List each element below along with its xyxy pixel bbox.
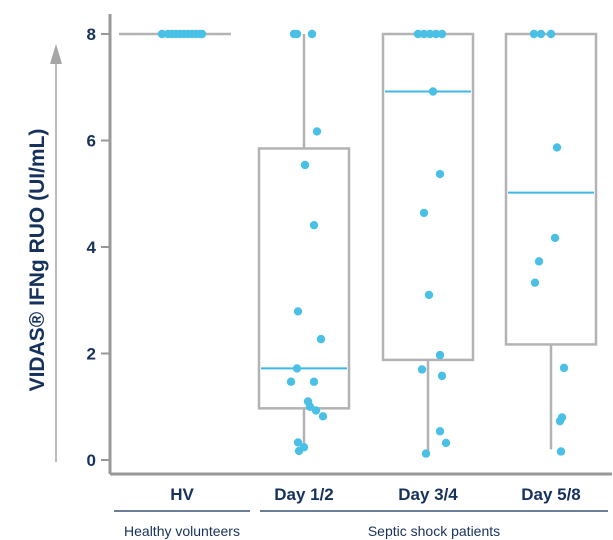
boxes xyxy=(119,32,598,454)
y-arrow-head xyxy=(50,44,62,64)
category-labels: HV Day 1/2 Day 3/4 Day 5/8 Healthy volunteer… xyxy=(114,485,608,539)
box-1 xyxy=(257,34,351,450)
points-0 xyxy=(157,29,207,39)
y-tick-label: 6 xyxy=(87,132,96,151)
data-point xyxy=(419,208,429,218)
data-point xyxy=(421,449,431,458)
data-point xyxy=(529,29,539,39)
data-point xyxy=(424,290,434,300)
data-point xyxy=(435,350,445,360)
data-point xyxy=(425,29,435,39)
data-point xyxy=(559,363,569,373)
data-point xyxy=(157,29,167,39)
y-tick-label: 8 xyxy=(87,25,96,44)
points-1 xyxy=(286,29,328,456)
data-point xyxy=(437,29,447,39)
category-label: HV xyxy=(170,485,194,504)
axes: 0 2 4 6 8 xyxy=(50,14,612,476)
box-2 xyxy=(381,32,475,454)
group-label: Healthy volunteers xyxy=(124,523,240,539)
box-3 xyxy=(504,32,598,450)
data-point xyxy=(534,257,544,266)
y-tick-label: 2 xyxy=(87,345,96,364)
data-point xyxy=(294,446,304,456)
data-point xyxy=(536,29,546,39)
y-axis-label: VIDAS® IFNg RUO (UI/mL) xyxy=(26,129,49,392)
data-point xyxy=(318,412,328,421)
category-label: Day 3/4 xyxy=(398,485,458,504)
data-point xyxy=(552,143,562,152)
data-point xyxy=(419,29,429,39)
data-points xyxy=(157,29,569,458)
data-point xyxy=(435,427,445,436)
data-point xyxy=(413,29,423,39)
data-point xyxy=(311,406,321,415)
y-tick-label: 4 xyxy=(87,238,97,257)
data-point xyxy=(293,307,303,316)
data-point xyxy=(530,278,540,287)
data-point xyxy=(309,377,319,386)
points-3 xyxy=(529,29,569,456)
data-point xyxy=(300,160,310,170)
category-label: Day 5/8 xyxy=(521,485,581,504)
points-2 xyxy=(413,29,451,458)
data-point xyxy=(417,365,427,374)
y-tick-label: 0 xyxy=(87,451,96,470)
data-point xyxy=(293,438,303,447)
data-point xyxy=(197,29,207,39)
data-point xyxy=(550,233,560,243)
data-point xyxy=(307,29,317,39)
data-point xyxy=(292,364,302,373)
box-iqr xyxy=(504,32,598,346)
data-point xyxy=(286,377,296,386)
data-point xyxy=(309,220,319,230)
box-iqr xyxy=(381,32,475,362)
data-point xyxy=(546,29,556,39)
box-iqr xyxy=(257,147,351,410)
data-point xyxy=(292,29,302,39)
data-point xyxy=(316,334,326,344)
data-point xyxy=(441,438,451,448)
data-point xyxy=(428,87,438,96)
category-label: Day 1/2 xyxy=(274,485,334,504)
data-point xyxy=(556,447,566,456)
group-label: Septic shock patients xyxy=(368,523,500,539)
data-point xyxy=(312,127,322,136)
data-point xyxy=(435,169,445,179)
data-point xyxy=(555,416,565,426)
data-point xyxy=(437,371,447,381)
data-point xyxy=(305,402,315,411)
data-point xyxy=(431,29,441,39)
